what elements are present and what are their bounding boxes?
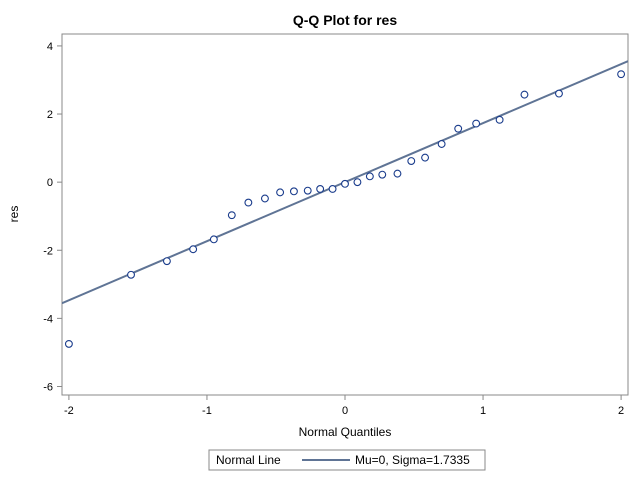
chart-title: Q-Q Plot for res (293, 12, 397, 28)
x-tick-label: 2 (618, 405, 624, 417)
x-tick-label: 1 (480, 405, 486, 417)
data-point (472, 119, 481, 128)
data-point (244, 198, 253, 207)
data-point (209, 235, 218, 244)
data-point (276, 188, 285, 197)
data-point (520, 90, 529, 99)
data-point (365, 172, 374, 181)
data-point (617, 70, 626, 79)
legend: Normal Line Mu=0, Sigma=1.7335 (208, 449, 486, 471)
y-tick-label: -4 (43, 313, 53, 325)
legend-entry-label: Mu=0, Sigma=1.7335 (355, 453, 470, 467)
data-point (495, 115, 504, 124)
y-tick-label: 4 (47, 41, 53, 53)
data-point (64, 339, 73, 348)
data-point (189, 245, 198, 254)
data-point (127, 270, 135, 279)
y-axis-label: res (7, 206, 21, 223)
data-point (421, 153, 430, 162)
data-point (316, 185, 325, 193)
data-point (260, 194, 269, 203)
data-point (162, 257, 171, 266)
x-axis-ticks: -2 -1 0 1 2 (64, 395, 624, 417)
legend-header: Normal Line (216, 453, 281, 467)
data-point (454, 124, 463, 133)
data-point (407, 157, 416, 165)
data-point (555, 89, 563, 98)
data-point (353, 178, 362, 187)
data-point (437, 140, 446, 148)
x-tick-label: -1 (202, 405, 212, 417)
x-tick-label: -2 (64, 405, 74, 417)
y-tick-label: 0 (47, 177, 53, 189)
data-point (378, 170, 387, 179)
y-axis-ticks: -6 -4 -2 0 2 4 (43, 41, 62, 393)
x-tick-label: 0 (342, 405, 348, 417)
x-axis-label: Normal Quantiles (299, 425, 392, 439)
data-point (393, 169, 402, 178)
data-point (303, 186, 312, 195)
data-point (289, 187, 298, 196)
y-tick-label: -6 (43, 381, 53, 393)
y-tick-label: 2 (47, 109, 53, 121)
data-point (341, 179, 349, 188)
data-points (64, 70, 626, 348)
plot-area-frame (61, 33, 629, 396)
y-tick-label: -2 (43, 245, 53, 257)
data-point (328, 185, 337, 193)
data-point (227, 211, 236, 220)
